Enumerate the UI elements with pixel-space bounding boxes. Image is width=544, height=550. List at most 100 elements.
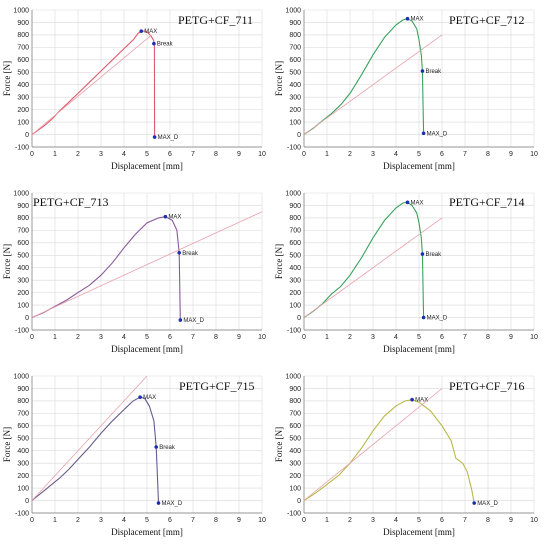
x-tick-label: 0 [302, 151, 306, 158]
x-tick-label: 3 [99, 517, 103, 524]
marker-label: MAX [415, 398, 428, 404]
marker-label: Break [182, 251, 199, 257]
reference-line [31, 211, 263, 318]
y-tick-label: 700 [289, 45, 301, 52]
x-tick-label: 9 [509, 151, 513, 158]
y-tick-label: 900 [17, 203, 29, 210]
x-tick-label: 8 [214, 334, 218, 341]
x-tick-label: 9 [237, 334, 241, 341]
y-tick-label: 100 [17, 485, 29, 492]
y-tick-label: 0 [297, 132, 301, 139]
x-tick-label: 1 [53, 517, 57, 524]
y-tick-label: 900 [17, 386, 29, 393]
reference-line [303, 217, 443, 318]
force-curve [303, 18, 425, 135]
x-tick-label: 3 [99, 151, 103, 158]
y-tick-label: 700 [289, 228, 301, 235]
marker-point [163, 214, 168, 219]
y-tick-label: 1000 [285, 7, 301, 14]
y-tick-label: 100 [17, 302, 29, 309]
marker-point [154, 445, 158, 449]
x-tick-label: 1 [325, 517, 329, 524]
x-tick-label: 7 [463, 334, 467, 341]
x-tick-label: 8 [486, 151, 490, 158]
x-axis-label: Displacement [mm] [383, 344, 455, 354]
y-axis-label: Force [N] [2, 427, 12, 462]
chart-panel: -100 0 100 200 300 400 500 600 700 800 900 1000 0 1 2 3… [0, 366, 272, 549]
force-curve [303, 399, 475, 504]
marker-label: MAX [143, 395, 156, 401]
x-tick-label: 9 [509, 334, 513, 341]
y-tick-label: -100 [287, 144, 301, 151]
y-tick-label: 1000 [285, 373, 301, 380]
y-tick-label: 800 [17, 215, 29, 222]
reference-line [31, 34, 152, 135]
marker-label: MAX [168, 215, 181, 221]
chart-title: PETG+CF_711 [178, 13, 253, 27]
y-tick-label: 700 [17, 411, 29, 418]
y-axis-label: Force [N] [2, 61, 12, 96]
y-tick-label: 1000 [285, 190, 301, 197]
y-axis-label: Force [N] [274, 427, 284, 462]
marker-label: Break [157, 42, 174, 48]
marker-label: MAX [411, 17, 424, 23]
y-tick-label: 800 [17, 32, 29, 39]
y-tick-label: 0 [297, 315, 301, 322]
x-axis-label: Displacement [mm] [111, 344, 183, 354]
x-tick-label: 10 [258, 151, 266, 158]
chart-panel: -100 0 100 200 300 400 500 600 700 800 900 1000 0 1 2 3… [272, 366, 544, 549]
x-tick-label: 9 [237, 517, 241, 524]
x-tick-label: 6 [168, 151, 172, 158]
chart-panel: -100 0 100 200 300 400 500 600 700 800 900 1000 0 1 2 3… [272, 0, 544, 183]
marker-label: Break [159, 445, 176, 451]
x-tick-label: 4 [394, 151, 398, 158]
x-tick-label: 8 [214, 151, 218, 158]
marker-point [178, 318, 183, 322]
x-tick-label: 7 [191, 151, 195, 158]
marker-point [152, 41, 156, 46]
y-tick-label: 900 [17, 20, 29, 27]
x-tick-label: 1 [53, 151, 57, 158]
reference-line [303, 34, 443, 135]
chart-title: PETG+CF_714 [449, 195, 524, 209]
x-tick-label: 5 [145, 334, 149, 341]
x-tick-label: 4 [394, 334, 398, 341]
chart-panel: -100 0 100 200 300 400 500 600 700 800 900 1000 0 1 2 3… [272, 183, 544, 366]
marker-point [405, 200, 410, 205]
marker-label: MAX_D [427, 131, 448, 137]
y-tick-label: 300 [289, 94, 301, 101]
x-tick-label: 9 [509, 517, 513, 524]
x-tick-label: 10 [530, 517, 538, 524]
y-tick-label: 200 [17, 290, 29, 297]
x-axis-label: Displacement [mm] [383, 527, 455, 537]
marker-point [139, 29, 144, 33]
y-tick-label: 700 [289, 411, 301, 418]
reference-line [303, 388, 443, 501]
y-axis-label: Force [N] [2, 244, 12, 279]
y-tick-label: 500 [289, 70, 301, 77]
y-tick-label: 600 [17, 423, 29, 430]
y-tick-label: 500 [17, 436, 29, 443]
x-tick-label: 5 [417, 517, 421, 524]
y-tick-label: 300 [289, 277, 301, 284]
x-tick-label: 10 [530, 334, 538, 341]
x-tick-label: 3 [99, 334, 103, 341]
x-tick-label: 0 [302, 517, 306, 524]
marker-label: MAX_D [427, 316, 448, 322]
y-tick-label: 600 [289, 423, 301, 430]
y-tick-label: 700 [17, 228, 29, 235]
y-tick-label: 500 [289, 253, 301, 260]
y-tick-label: -100 [287, 510, 301, 517]
x-tick-label: 5 [417, 334, 421, 341]
x-axis-label: Displacement [mm] [383, 161, 455, 171]
marker-point [177, 250, 181, 255]
x-tick-label: 6 [440, 151, 444, 158]
chart-title: PETG+CF_712 [449, 13, 524, 27]
y-tick-label: 200 [17, 107, 29, 114]
x-tick-label: 2 [348, 334, 352, 341]
x-tick-label: 2 [76, 517, 80, 524]
y-tick-label: 300 [17, 277, 29, 284]
